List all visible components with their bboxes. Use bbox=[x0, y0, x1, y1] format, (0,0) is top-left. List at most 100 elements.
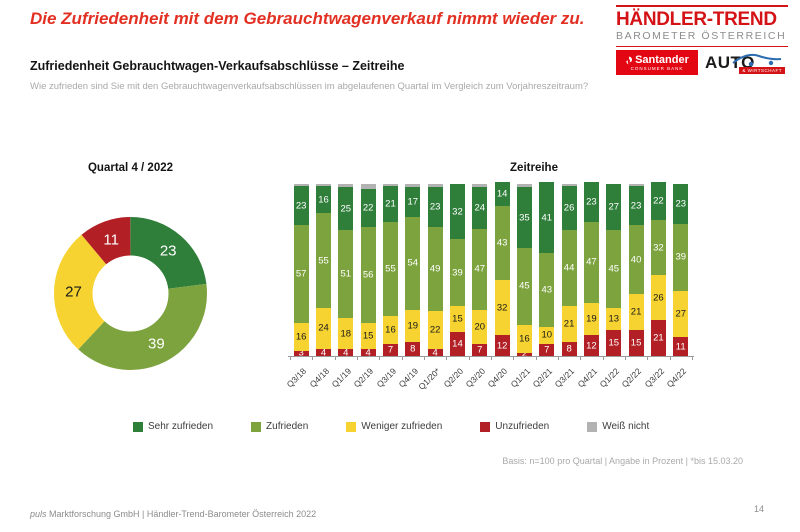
bar-slot: 7 10 43 41 bbox=[536, 182, 558, 356]
axis-tick bbox=[580, 357, 582, 360]
segment-zufrieden: 47 bbox=[583, 221, 599, 303]
bar-slot: 21 26 32 22 bbox=[647, 182, 669, 356]
x-tick-label: Q3/21 bbox=[552, 366, 577, 390]
segment-value-label: 8 bbox=[410, 343, 416, 355]
segment-value-label: 14 bbox=[496, 188, 508, 200]
segment-value-label: 32 bbox=[496, 302, 508, 314]
segment-value-label: 16 bbox=[295, 331, 307, 343]
segment-unzufrieden: 12 bbox=[494, 335, 510, 356]
segment-weniger-zufrieden: 16 bbox=[382, 316, 398, 344]
x-tick-label: Q2/20 bbox=[441, 366, 465, 390]
bar-slot: 7 16 55 21 bbox=[379, 184, 401, 356]
segment-value-label: 26 bbox=[653, 292, 664, 304]
axis-tick bbox=[312, 357, 314, 360]
axis-tick bbox=[424, 357, 425, 360]
segment-weniger-zufrieden: 10 bbox=[539, 326, 555, 344]
segment-unzufrieden: 3 bbox=[293, 347, 309, 359]
x-tick-label: Q1/21 bbox=[508, 366, 532, 390]
segment-zufrieden: 39 bbox=[673, 223, 689, 291]
axis-tick bbox=[491, 357, 492, 360]
legend-label: Sehr zufrieden bbox=[148, 421, 214, 432]
segment-unzufrieden: 4 bbox=[338, 347, 354, 359]
legend-item-unzufrieden: Unzufrieden bbox=[480, 421, 549, 432]
segment-value-label: 4 bbox=[343, 347, 349, 359]
donut-chart-title: Quartal 4 / 2022 bbox=[87, 162, 174, 174]
x-tick-label: Q1/22 bbox=[597, 366, 621, 390]
segment-value-label: 17 bbox=[407, 196, 419, 208]
segment-weniger-zufrieden: 19 bbox=[405, 309, 421, 343]
axis-tick bbox=[446, 357, 448, 360]
legend-swatch bbox=[251, 421, 262, 432]
segment-value-label: 27 bbox=[608, 201, 620, 213]
x-tick-label: Q3/19 bbox=[374, 366, 398, 390]
segment-value-label: 16 bbox=[519, 333, 530, 345]
segment-weniger-zufrieden: 24 bbox=[315, 307, 331, 350]
x-tick-label: Q2/21 bbox=[530, 366, 554, 390]
segment-unzufrieden: 8 bbox=[405, 342, 421, 356]
segment-value-label: 19 bbox=[586, 313, 597, 325]
segment-wei-nicht bbox=[315, 184, 331, 186]
segment-weniger-zufrieden: 22 bbox=[427, 311, 443, 350]
x-tick-label: Q3/18 bbox=[284, 366, 309, 390]
segment-value-label: 16 bbox=[318, 194, 329, 205]
segment-value-label: 4 bbox=[320, 347, 327, 359]
segment-value-label: 55 bbox=[385, 263, 396, 275]
legend-item-zufrieden: Zufrieden bbox=[251, 421, 308, 432]
bar-slot: 12 32 43 14 bbox=[491, 182, 513, 356]
segment-zufrieden: 39 bbox=[449, 239, 465, 307]
segment-value-label: 14 bbox=[452, 338, 463, 350]
segment-zufrieden: 49 bbox=[427, 227, 443, 312]
x-tick-label: Q2/22 bbox=[619, 366, 644, 390]
x-tick-label: Q3/22 bbox=[642, 366, 666, 390]
segment-sehr-zufrieden: 24 bbox=[472, 187, 488, 229]
bar-slot: 4 22 49 23 bbox=[424, 184, 446, 357]
segment-value-label: 21 bbox=[630, 306, 642, 318]
segment-zufrieden: 55 bbox=[382, 221, 398, 317]
legend-swatch bbox=[346, 421, 357, 432]
brand-logo: HÄNDLER-TREND BAROMETER ÖSTERREICH Santa… bbox=[616, 5, 788, 75]
segment-sehr-zufrieden: 25 bbox=[338, 187, 354, 231]
segment-value-label: 15 bbox=[608, 337, 620, 349]
legend-label: Unzufrieden bbox=[495, 421, 550, 432]
segment-sehr-zufrieden: 35 bbox=[516, 187, 532, 248]
segment-value-label: 12 bbox=[586, 340, 597, 352]
axis-tick bbox=[290, 357, 291, 360]
legend-item-sehr-zufrieden: Sehr zufrieden bbox=[133, 421, 213, 432]
segment-zufrieden: 47 bbox=[472, 228, 488, 310]
segment-wei-nicht bbox=[516, 184, 532, 188]
segment-value-label: 4 bbox=[365, 347, 371, 359]
segment-value-label: 12 bbox=[496, 340, 508, 352]
segment-value-label: 43 bbox=[541, 284, 553, 296]
x-axis bbox=[288, 356, 694, 360]
segment-unzufrieden: 4 bbox=[315, 347, 331, 359]
axis-tick bbox=[625, 357, 626, 360]
stacked-bar-q4-21: 12 19 47 23 bbox=[583, 182, 599, 356]
stacked-bar-q3-22: 21 26 32 22 bbox=[650, 182, 666, 356]
segment-weniger-zufrieden: 32 bbox=[494, 280, 510, 336]
axis-tick bbox=[379, 357, 381, 360]
segment-value-label: 25 bbox=[340, 203, 352, 215]
stacked-bar-q3-19: 7 16 55 21 bbox=[382, 184, 398, 356]
x-tick-label: Q1/19 bbox=[329, 366, 353, 390]
segment-unzufrieden: 21 bbox=[650, 319, 666, 356]
bar-slot: 15 13 45 27 bbox=[603, 184, 625, 356]
segment-sehr-zufrieden: 23 bbox=[673, 184, 689, 224]
basis-note: Basis: n=100 pro Quartal | Angabe in Pro… bbox=[502, 456, 743, 466]
segment-unzufrieden: 11 bbox=[673, 337, 689, 356]
segment-value-label: 24 bbox=[474, 202, 486, 214]
segment-sehr-zufrieden: 41 bbox=[539, 182, 555, 253]
chart-subtitle: Zufriedenheit Gebrauchtwagen-Verkaufsabs… bbox=[30, 59, 405, 73]
segment-wei-nicht bbox=[338, 184, 354, 188]
segment-value-label: 44 bbox=[563, 262, 575, 274]
segment-value-label: 18 bbox=[340, 328, 352, 340]
segment-value-label: 49 bbox=[429, 263, 441, 275]
segment-value-label: 3 bbox=[298, 347, 304, 359]
axis-tick bbox=[669, 357, 671, 360]
segment-wei-nicht bbox=[405, 184, 421, 188]
segment-sehr-zufrieden: 26 bbox=[561, 185, 577, 231]
survey-question: Wie zufrieden sind Sie mit den Gebraucht… bbox=[30, 81, 589, 92]
donut-segment-unzufrieden bbox=[54, 217, 207, 370]
segment-unzufrieden: 7 bbox=[539, 343, 555, 356]
bar-slot: 7 20 47 24 bbox=[469, 184, 491, 356]
x-tick-label: Q1/20* bbox=[416, 366, 443, 392]
